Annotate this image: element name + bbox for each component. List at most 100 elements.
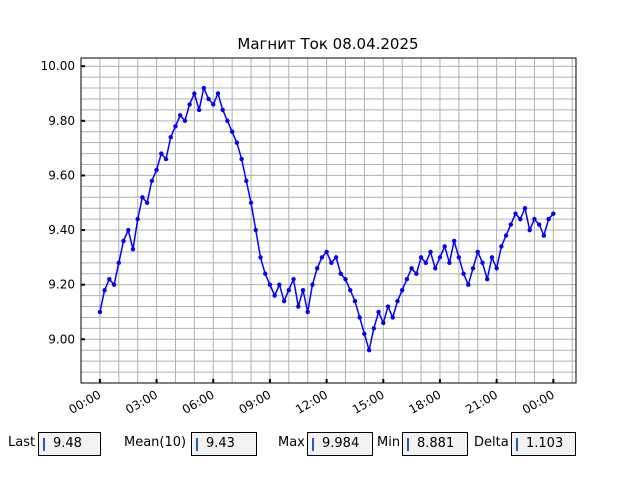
data-point <box>187 102 192 107</box>
data-point <box>456 255 462 260</box>
data-point <box>239 156 244 162</box>
x-tick-label: 00:00 <box>520 387 557 416</box>
data-point <box>527 227 532 233</box>
data-point <box>97 309 103 315</box>
data-point <box>126 227 131 233</box>
data-point <box>263 271 268 276</box>
data-point <box>159 151 164 156</box>
data-point <box>508 222 514 227</box>
data-point <box>277 282 282 287</box>
data-point <box>182 118 188 124</box>
data-point <box>206 96 211 102</box>
data-point <box>220 107 225 113</box>
data-point <box>489 255 495 260</box>
x-tick-label: 00:00 <box>66 387 103 416</box>
data-point <box>399 287 405 293</box>
delta-label: Delta <box>474 435 509 450</box>
data-point <box>177 113 183 118</box>
data-point <box>267 282 273 287</box>
data-point <box>314 266 320 271</box>
x-axis: 00:00 03:00 06:00 09:00 12:00 15:00 18:00 21:00… <box>66 379 557 417</box>
data-point <box>485 277 490 282</box>
data-point <box>192 91 197 96</box>
data-point <box>433 266 438 271</box>
min-value: 8.881 <box>417 436 455 451</box>
data-point <box>211 102 216 107</box>
data-point <box>319 255 325 260</box>
data-point <box>395 298 400 304</box>
data-point <box>196 107 202 113</box>
y-tick-label: 9.40 <box>48 223 75 237</box>
data-point <box>107 277 112 282</box>
x-tick-label: 15:00 <box>350 387 387 416</box>
data-point <box>168 135 173 140</box>
data-point <box>102 287 107 293</box>
data-point <box>352 298 358 304</box>
data-point <box>409 266 414 271</box>
stats-bar: Last 9.48 Mean(10) 9.43 Max 9.984 Min 8.… <box>0 430 640 460</box>
mean-value-field[interactable]: 9.43 <box>191 432 257 456</box>
text-cursor <box>43 438 45 451</box>
data-point <box>333 255 339 260</box>
data-point <box>348 287 353 293</box>
data-point <box>442 244 447 249</box>
data-point <box>343 277 348 282</box>
data-point <box>385 304 391 309</box>
data-point <box>116 260 121 266</box>
x-tick-label: 06:00 <box>180 387 217 416</box>
data-point <box>541 233 547 238</box>
data-point <box>357 315 362 320</box>
data-point <box>390 315 395 320</box>
max-value-field[interactable]: 9.984 <box>307 432 373 456</box>
data-point <box>447 260 452 266</box>
data-point <box>376 309 381 315</box>
y-tick-label: 9.80 <box>48 114 75 128</box>
data-point <box>253 227 258 233</box>
data-point <box>234 140 240 145</box>
data-point <box>451 238 457 244</box>
data-point <box>546 216 551 222</box>
data-point <box>536 222 542 227</box>
data-point <box>111 282 117 287</box>
max-label: Max <box>278 435 305 450</box>
data-point <box>130 246 136 252</box>
data-point <box>470 266 476 271</box>
data-point <box>371 326 377 331</box>
max-value: 9.984 <box>322 436 360 451</box>
data-point <box>163 156 169 162</box>
mean-label: Mean(10) <box>124 435 187 450</box>
data-point <box>461 271 466 276</box>
data-point <box>522 206 528 211</box>
y-tick-label: 10.00 <box>41 59 75 73</box>
grid <box>81 58 576 383</box>
text-cursor <box>516 438 518 451</box>
data-point <box>144 200 150 205</box>
data-point <box>149 178 155 184</box>
data-point <box>532 216 537 222</box>
x-tick-label: 09:00 <box>236 387 273 416</box>
data-point <box>154 167 159 173</box>
data-point <box>324 249 329 255</box>
min-label: Min <box>377 435 401 450</box>
data-point <box>362 331 367 337</box>
data-point <box>291 277 296 282</box>
x-tick-label: 18:00 <box>407 387 444 416</box>
data-point <box>135 216 140 222</box>
x-tick-label: 03:00 <box>123 387 160 416</box>
last-value-field[interactable]: 9.48 <box>38 432 101 456</box>
data-point <box>225 118 230 124</box>
data-point <box>296 304 301 309</box>
delta-value-field[interactable]: 1.103 <box>511 432 576 456</box>
mean-value: 9.43 <box>206 436 235 451</box>
data-point <box>244 178 249 184</box>
data-point <box>551 211 556 216</box>
y-tick-label: 9.60 <box>48 168 75 182</box>
min-value-field[interactable]: 8.881 <box>402 432 468 456</box>
data-point <box>428 249 433 255</box>
data-point <box>305 309 310 315</box>
data-point <box>437 255 443 260</box>
y-tick-label: 9.20 <box>48 278 75 292</box>
text-cursor <box>407 438 409 451</box>
magnet-current-chart: Магнит Ток 08.04.2025 00:00 03:00 06:00 09:… <box>41 35 577 417</box>
data-point <box>272 293 277 298</box>
